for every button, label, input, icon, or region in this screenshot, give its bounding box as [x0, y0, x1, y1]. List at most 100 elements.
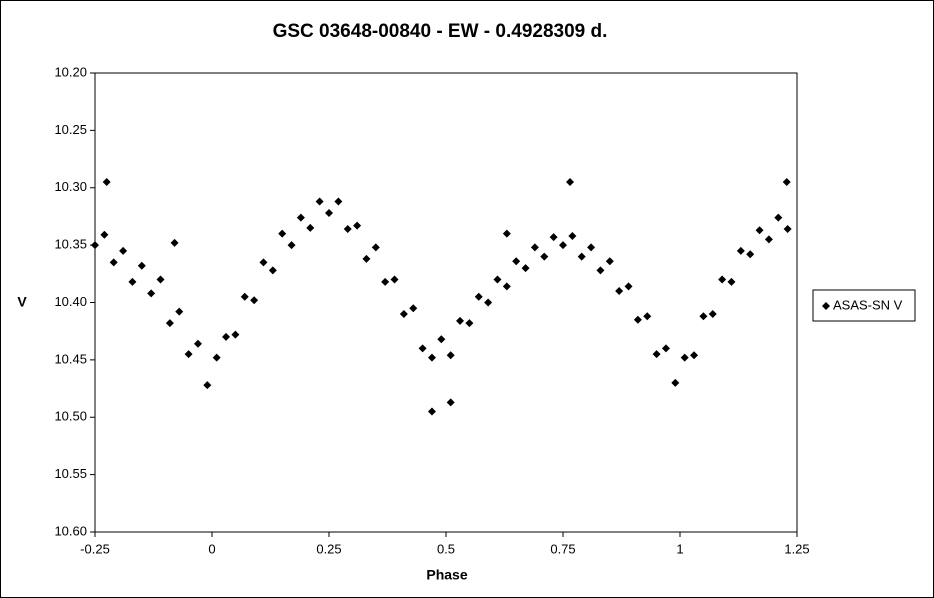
data-point — [437, 335, 446, 344]
data-point — [427, 353, 436, 362]
data-point — [287, 241, 296, 250]
chart-title: GSC 03648-00840 - EW - 0.4928309 d. — [273, 21, 608, 42]
y-tick-label: 10.45 — [54, 351, 87, 366]
data-point — [409, 304, 418, 313]
data-point — [566, 178, 575, 187]
data-point — [559, 241, 567, 250]
data-point — [259, 258, 268, 267]
y-tick-label: 10.50 — [54, 409, 87, 424]
y-tick-label: 10.20 — [54, 64, 87, 79]
data-point — [137, 261, 146, 270]
y-tick-label: 10.30 — [54, 179, 87, 194]
x-tick-label: -0.25 — [80, 541, 110, 556]
data-point — [240, 292, 249, 301]
legend-label: ASAS-SN V — [833, 297, 903, 312]
data-point — [325, 208, 333, 217]
data-point — [774, 213, 783, 222]
y-tick-label: 10.60 — [54, 523, 87, 538]
data-point — [521, 264, 530, 273]
data-point — [502, 282, 511, 291]
data-point — [680, 353, 689, 362]
data-point — [109, 258, 118, 267]
data-point — [250, 296, 259, 305]
data-point — [727, 277, 736, 286]
data-point — [119, 246, 128, 255]
data-point — [222, 332, 231, 341]
data-point — [633, 315, 642, 324]
data-point — [203, 381, 212, 390]
x-tick-label: 0 — [208, 541, 215, 556]
data-point — [353, 221, 362, 230]
data-point — [746, 250, 755, 259]
x-tick-label: 0.5 — [437, 541, 455, 556]
data-point — [512, 257, 521, 266]
data-point — [165, 319, 174, 328]
data-point — [699, 312, 708, 321]
data-point — [147, 289, 156, 298]
data-point — [170, 238, 179, 247]
data-point — [175, 307, 184, 316]
data-point — [643, 312, 652, 321]
data-point — [530, 243, 539, 252]
data-point — [783, 225, 792, 234]
data-point — [212, 353, 221, 362]
data-point — [782, 178, 791, 187]
y-tick-label: 10.35 — [54, 237, 87, 252]
data-point — [568, 231, 577, 240]
data-point — [193, 339, 202, 348]
data-point — [446, 398, 455, 407]
data-point — [91, 241, 99, 250]
data-point — [362, 254, 371, 263]
y-tick-label: 10.25 — [54, 122, 87, 137]
data-point — [456, 316, 465, 325]
x-tick-label: 1 — [676, 541, 683, 556]
data-point — [315, 197, 324, 206]
data-point — [371, 243, 380, 252]
data-point — [446, 351, 455, 360]
data-point — [343, 225, 352, 234]
y-axis-label: V — [17, 294, 27, 310]
data-point — [427, 407, 436, 416]
data-point — [493, 275, 502, 284]
data-point — [624, 282, 633, 291]
data-point — [605, 257, 614, 266]
y-tick-label: 10.40 — [54, 294, 87, 309]
legend-marker — [822, 302, 830, 310]
data-point — [418, 344, 427, 353]
data-point — [128, 277, 137, 286]
data-point — [474, 292, 483, 301]
data-point — [156, 275, 165, 284]
data-point — [587, 243, 596, 252]
data-point — [502, 229, 511, 238]
x-tick-label: 0.75 — [550, 541, 575, 556]
data-point — [755, 226, 764, 235]
y-tick-label: 10.55 — [54, 466, 87, 481]
data-point — [708, 309, 717, 318]
data-point — [652, 350, 661, 359]
data-point — [690, 351, 699, 360]
data-point — [465, 319, 474, 328]
x-tick-label: 0.25 — [316, 541, 341, 556]
data-point — [100, 230, 109, 239]
data-point — [231, 330, 240, 339]
data-point — [102, 178, 111, 187]
data-point — [615, 287, 624, 296]
data-point — [484, 298, 493, 307]
data-point — [764, 235, 773, 244]
plot-area — [94, 72, 798, 533]
x-axis-label: Phase — [426, 567, 467, 583]
legend-box — [812, 289, 916, 322]
data-point — [577, 252, 586, 261]
x-tick-label: 1.25 — [784, 541, 809, 556]
data-point — [736, 246, 745, 255]
data-point — [596, 266, 605, 275]
data-point — [671, 378, 680, 387]
data-point — [278, 229, 287, 238]
data-point — [184, 350, 193, 359]
data-point — [268, 266, 277, 275]
data-point — [399, 309, 408, 318]
data-point — [306, 223, 315, 232]
data-point — [540, 252, 549, 261]
data-point — [334, 197, 343, 206]
